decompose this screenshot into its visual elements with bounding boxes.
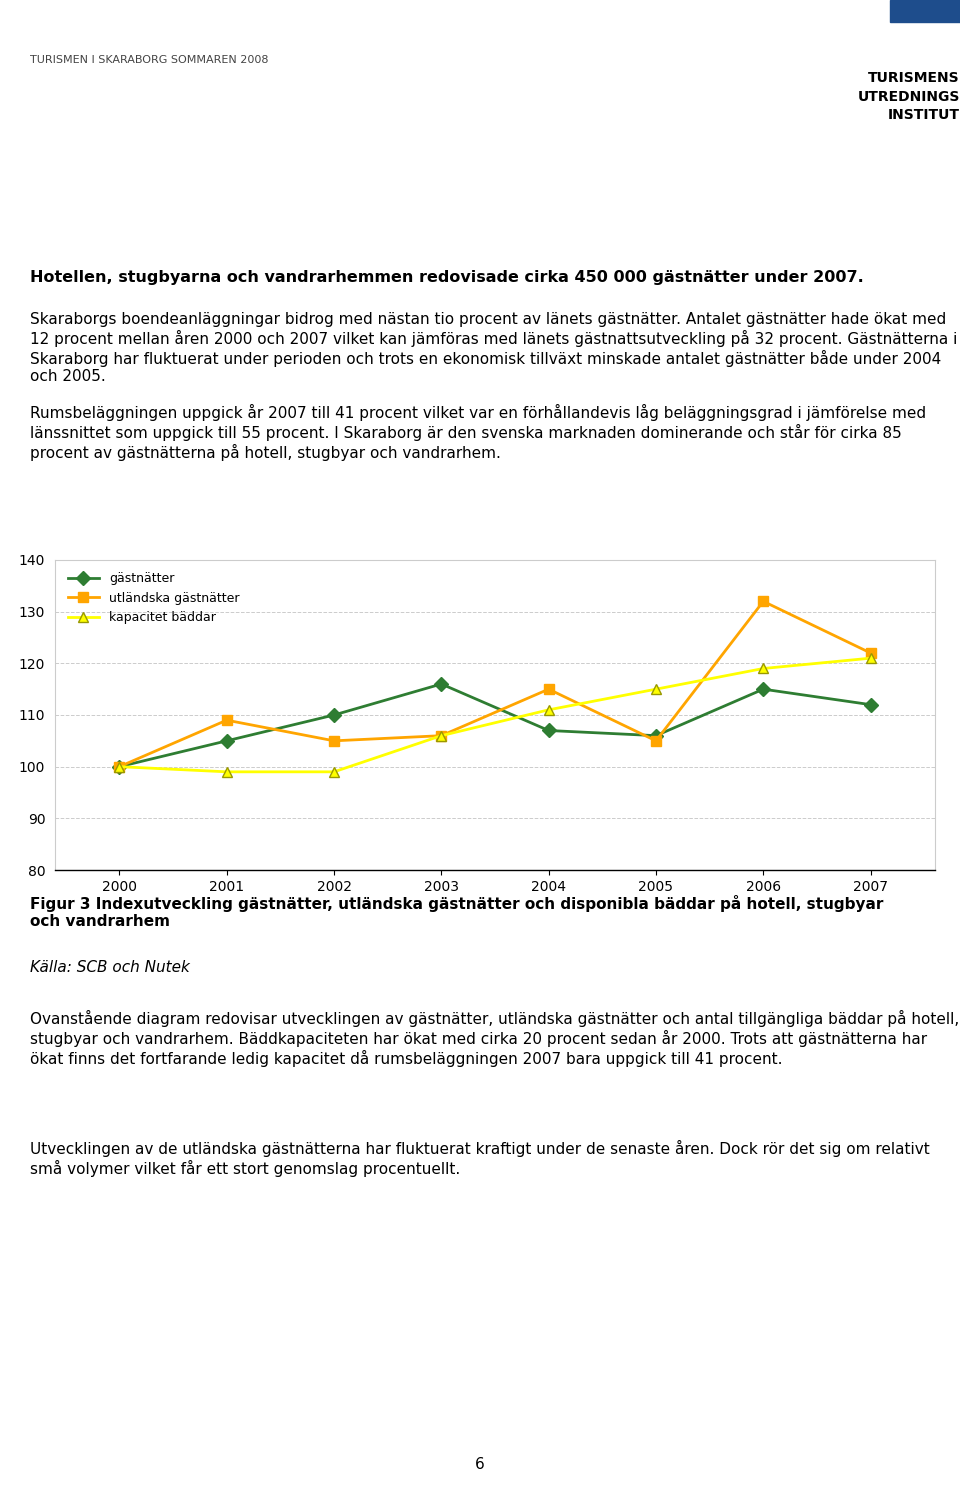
Text: Skaraborgs boendeanläggningar bidrog med nästan tio procent av länets gästnätter: Skaraborgs boendeanläggningar bidrog med…	[30, 312, 957, 461]
kapacitet bäddar	[757, 659, 769, 677]
Text: TURISMEN I SKARABORG SOMMAREN 2008: TURISMEN I SKARABORG SOMMAREN 2008	[30, 56, 269, 65]
utländska gästnätter	[865, 644, 876, 662]
Line: kapacitet bäddar: kapacitet bäddar	[114, 653, 876, 777]
kapacitet bäddar	[436, 727, 447, 745]
Bar	[890, 0, 960, 23]
kapacitet bäddar	[865, 649, 876, 667]
Legend: gästnätter, utländska gästnätter, kapacitet bäddar: gästnätter, utländska gästnätter, kapaci…	[61, 566, 246, 631]
Line: utländska gästnätter: utländska gästnätter	[114, 596, 876, 772]
kapacitet bäddar	[221, 763, 232, 781]
gästnätter	[865, 695, 876, 713]
gästnätter	[436, 674, 447, 692]
kapacitet bäddar	[650, 680, 661, 698]
Line: gästnätter: gästnätter	[114, 679, 876, 772]
gästnätter	[757, 680, 769, 698]
gästnätter	[650, 727, 661, 745]
utländska gästnätter	[650, 731, 661, 749]
Text: Figur 3 Indexutveckling gästnätter, utländska gästnätter och disponibla bäddar p: Figur 3 Indexutveckling gästnätter, utlä…	[30, 895, 883, 930]
gästnätter	[113, 757, 125, 775]
utländska gästnätter	[543, 680, 555, 698]
utländska gästnätter	[221, 710, 232, 728]
gästnätter	[221, 731, 232, 749]
utländska gästnätter	[328, 731, 340, 749]
Text: Hotellen, stugbyarna och vandrarhemmen redovisade cirka 450 000 gästnätter under: Hotellen, stugbyarna och vandrarhemmen r…	[30, 270, 864, 285]
kapacitet bäddar	[113, 757, 125, 775]
Text: Källa: SCB och Nutek: Källa: SCB och Nutek	[30, 960, 190, 975]
utländska gästnätter	[436, 727, 447, 745]
kapacitet bäddar	[328, 763, 340, 781]
Text: TURISMENS
UTREDNINGS
INSTITUT: TURISMENS UTREDNINGS INSTITUT	[857, 71, 960, 122]
utländska gästnätter	[757, 592, 769, 610]
gästnätter	[328, 706, 340, 724]
Text: Utvecklingen av de utländska gästnätterna har fluktuerat kraftigt under de senas: Utvecklingen av de utländska gästnättern…	[30, 1140, 929, 1178]
Text: Ovanstående diagram redovisar utvecklingen av gästnätter, utländska gästnätter o: Ovanstående diagram redovisar utveckling…	[30, 1009, 959, 1066]
kapacitet bäddar	[543, 701, 555, 719]
Text: 6: 6	[475, 1457, 485, 1472]
utländska gästnätter	[113, 757, 125, 775]
gästnätter	[543, 721, 555, 739]
